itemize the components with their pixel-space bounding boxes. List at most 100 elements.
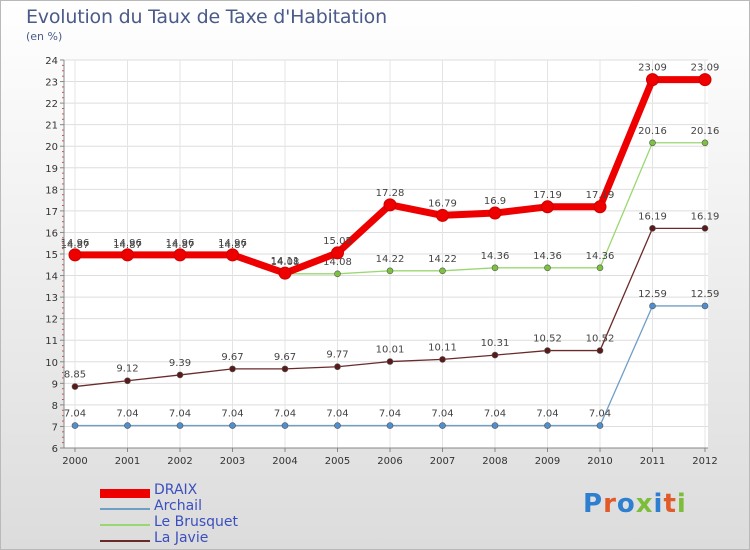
data-point-archail (229, 422, 236, 429)
data-label-le-brusquet: 14.36 (481, 251, 510, 262)
legend-label: Archail (154, 498, 202, 514)
data-label-le-brusquet: 14.87 (166, 240, 195, 251)
y-tick-label: 17 (45, 207, 58, 218)
data-point-draix (383, 198, 397, 212)
data-point-la-javie (544, 347, 551, 354)
data-label-draix: 15.05 (323, 236, 352, 247)
data-label-draix: 17.28 (376, 188, 405, 199)
legend-swatch (100, 508, 150, 510)
data-point-la-javie (439, 356, 446, 363)
y-tick-label: 6 (52, 444, 58, 455)
data-label-le-brusquet: 14.87 (113, 240, 142, 251)
data-point-archail (176, 422, 184, 429)
data-label-le-brusquet: 14.22 (428, 254, 457, 265)
y-tick-label: 11 (45, 336, 58, 347)
data-label-le-brusquet: 14.36 (586, 251, 615, 262)
logo-letter: P (583, 489, 604, 519)
data-label-la-javie: 10.01 (376, 345, 405, 356)
legend-item: La Javie (100, 530, 300, 549)
data-label-archail: 7.04 (326, 409, 348, 420)
x-tick-label: 2012 (692, 456, 717, 467)
data-label-archail: 7.04 (379, 409, 401, 420)
data-point-le-brusquet (491, 264, 499, 272)
data-point-le-brusquet (334, 270, 341, 278)
y-tick-label: 12 (45, 315, 58, 326)
data-point-la-javie (701, 225, 709, 232)
data-point-la-javie (596, 347, 604, 354)
data-label-draix: 23.09 (638, 63, 667, 74)
data-point-draix (436, 208, 449, 222)
x-tick-label: 2009 (535, 456, 560, 467)
legend-swatch (100, 488, 150, 498)
chart-subtitle: (en %) (26, 30, 63, 43)
data-point-draix (541, 200, 554, 214)
y-tick-label: 9 (52, 379, 58, 390)
legend-label: Le Brusquet (154, 514, 239, 530)
data-label-le-brusquet: 20.16 (638, 126, 667, 137)
data-label-archail: 7.04 (431, 409, 453, 420)
data-point-draix (278, 266, 292, 280)
y-tick-label: 14 (45, 272, 58, 283)
legend-label: La Javie (154, 530, 209, 546)
data-point-archail (544, 422, 551, 429)
legend-item: DRAIX (100, 482, 300, 501)
data-point-archail (334, 422, 341, 429)
data-label-la-javie: 9.39 (169, 358, 191, 369)
data-label-la-javie: 9.77 (326, 350, 348, 361)
data-label-archail: 7.04 (116, 409, 138, 420)
data-label-la-javie: 9.12 (116, 364, 138, 375)
data-point-la-javie (386, 358, 394, 365)
y-tick-label: 19 (45, 164, 58, 175)
x-tick-label: 2011 (640, 456, 665, 467)
data-point-draix (698, 73, 712, 87)
logo-letter: o (616, 489, 636, 519)
data-label-archail: 12.59 (691, 289, 720, 300)
y-tick-label: 7 (52, 422, 58, 433)
y-tick-label: 23 (45, 78, 58, 89)
y-tick-label: 22 (45, 99, 58, 110)
x-tick-label: 2007 (430, 456, 455, 467)
x-tick-label: 2003 (220, 456, 245, 467)
data-label-le-brusquet: 20.16 (691, 126, 720, 137)
data-point-le-brusquet (386, 267, 394, 275)
legend-swatch (100, 540, 150, 542)
data-point-le-brusquet (544, 264, 551, 272)
x-tick-label: 2005 (325, 456, 350, 467)
data-label-la-javie: 9.67 (221, 352, 243, 363)
x-tick-label: 2004 (272, 456, 297, 467)
legend-swatch (100, 524, 150, 526)
x-tick-label: 2006 (377, 456, 402, 467)
data-point-archail (281, 422, 289, 429)
data-label-le-brusquet: 14.22 (376, 254, 405, 265)
data-point-la-javie (124, 377, 131, 385)
x-tick-label: 2002 (167, 456, 192, 467)
data-point-draix (646, 73, 659, 87)
data-point-la-javie (649, 225, 656, 232)
data-point-draix (488, 206, 502, 220)
data-label-draix: 16.9 (484, 196, 506, 207)
y-tick-label: 15 (45, 250, 58, 261)
data-label-la-javie: 10.31 (481, 338, 510, 349)
data-label-la-javie: 16.19 (638, 211, 667, 222)
data-label-draix: 17.19 (586, 190, 615, 201)
data-label-archail: 7.04 (221, 409, 243, 420)
chart-title: Evolution du Taux de Taxe d'Habitation (26, 6, 387, 28)
data-point-la-javie (281, 365, 289, 373)
data-point-draix (331, 246, 344, 260)
data-label-archail: 7.04 (536, 409, 558, 420)
data-label-archail: 7.04 (169, 409, 191, 420)
data-label-draix: 14.96 (61, 238, 90, 249)
data-point-draix (226, 248, 239, 262)
y-tick-label: 18 (45, 185, 58, 196)
data-point-archail (386, 422, 394, 429)
data-label-la-javie: 10.11 (428, 342, 457, 353)
data-label-archail: 12.59 (638, 289, 667, 300)
data-label-la-javie: 8.85 (64, 370, 86, 381)
legend-label: DRAIX (154, 482, 198, 498)
data-point-le-brusquet (439, 267, 446, 275)
x-tick-label: 2001 (115, 456, 140, 467)
data-point-le-brusquet (596, 264, 604, 272)
data-point-le-brusquet (649, 139, 656, 147)
data-label-draix: 14.96 (166, 238, 195, 249)
data-label-la-javie: 10.52 (586, 334, 615, 345)
